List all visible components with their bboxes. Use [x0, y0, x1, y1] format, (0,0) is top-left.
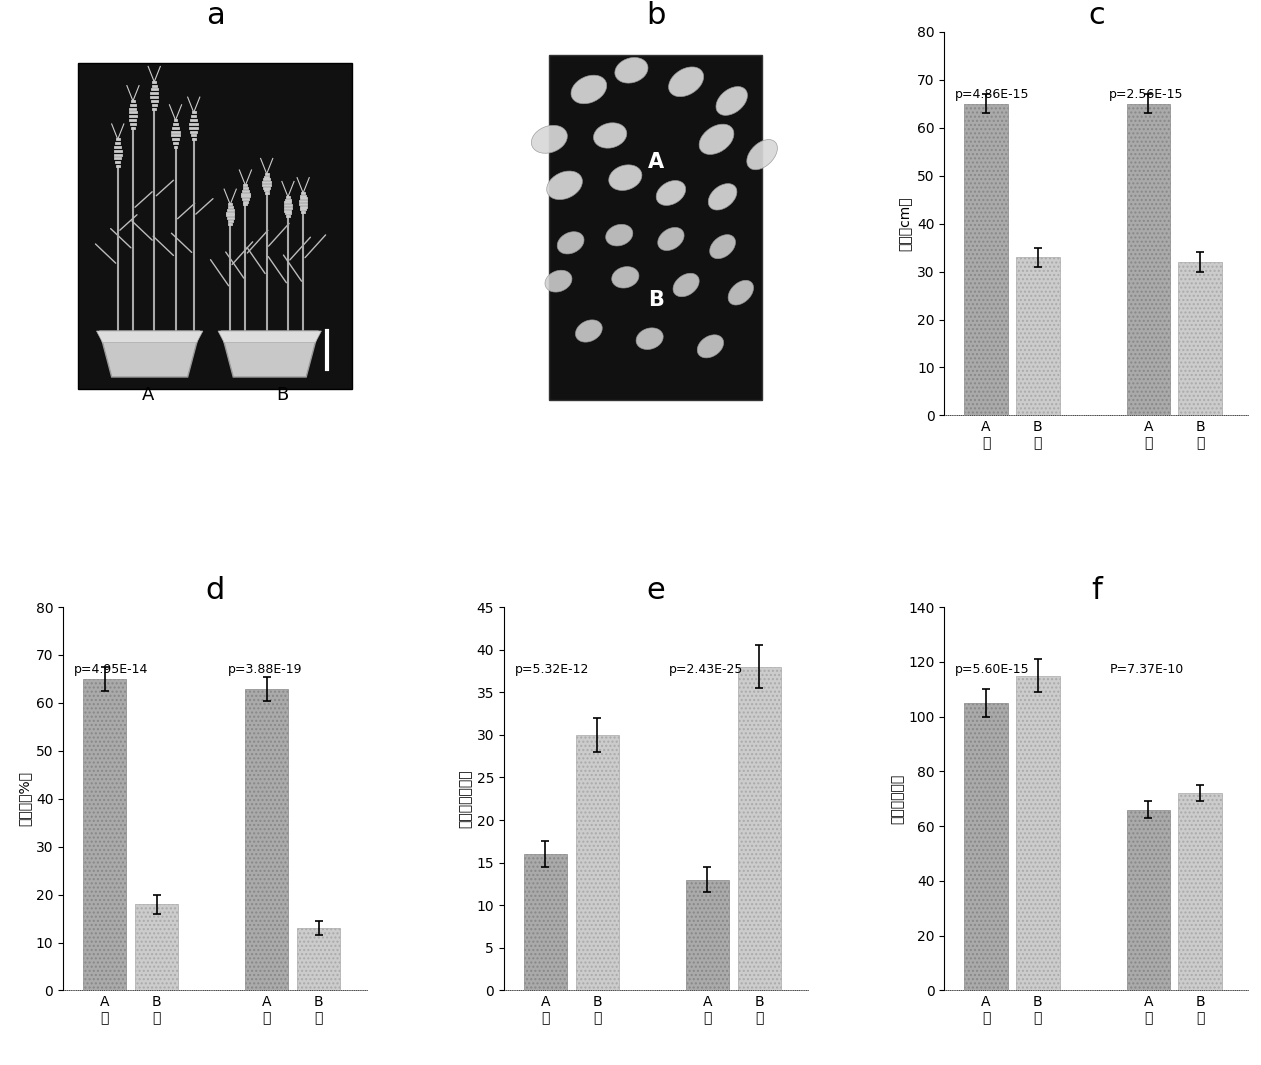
Ellipse shape — [699, 125, 734, 154]
Bar — [550, 55, 762, 400]
Bar — [738, 667, 781, 990]
Ellipse shape — [716, 86, 748, 115]
Ellipse shape — [636, 328, 663, 349]
Ellipse shape — [571, 76, 607, 103]
Bar — [686, 880, 729, 990]
Ellipse shape — [615, 58, 648, 83]
Ellipse shape — [747, 140, 777, 169]
Title: e: e — [647, 576, 665, 605]
Bar — [575, 735, 619, 990]
Ellipse shape — [609, 165, 642, 191]
Ellipse shape — [545, 271, 572, 292]
Bar — [298, 929, 340, 990]
Bar — [83, 679, 126, 990]
Ellipse shape — [658, 228, 683, 250]
Ellipse shape — [697, 334, 724, 358]
Ellipse shape — [668, 67, 704, 97]
Bar — [1126, 809, 1170, 990]
Ellipse shape — [557, 232, 584, 253]
Text: p=5.60E-15: p=5.60E-15 — [956, 663, 1030, 676]
Bar — [245, 689, 289, 990]
Text: B: B — [648, 291, 663, 310]
Bar — [135, 904, 178, 990]
Polygon shape — [97, 331, 203, 343]
Y-axis label: 穗长（cm）: 穗长（cm） — [899, 196, 913, 251]
Bar — [965, 703, 1008, 990]
Y-axis label: 抜穗期（天）: 抜穗期（天） — [890, 773, 904, 824]
Ellipse shape — [709, 183, 736, 210]
Polygon shape — [100, 331, 199, 377]
Polygon shape — [221, 331, 318, 377]
Text: p=4.86E-15: p=4.86E-15 — [956, 88, 1030, 101]
Text: p=5.32E-12: p=5.32E-12 — [514, 663, 589, 676]
Text: B: B — [276, 386, 288, 404]
Polygon shape — [218, 331, 322, 343]
Text: A: A — [648, 152, 663, 173]
Text: P=7.37E-10: P=7.37E-10 — [1110, 663, 1184, 676]
Title: a: a — [206, 1, 224, 30]
Bar — [1016, 675, 1059, 990]
Title: b: b — [646, 1, 666, 30]
Title: d: d — [206, 576, 224, 605]
Ellipse shape — [605, 225, 633, 246]
Ellipse shape — [656, 181, 686, 206]
Bar — [523, 854, 567, 990]
Y-axis label: 穗发率（%）: 穗发率（%） — [18, 771, 32, 826]
Bar — [965, 104, 1008, 415]
Ellipse shape — [547, 171, 583, 199]
Ellipse shape — [575, 320, 603, 342]
Text: p=4.95E-14: p=4.95E-14 — [74, 663, 149, 676]
Title: f: f — [1091, 576, 1102, 605]
Ellipse shape — [728, 280, 754, 305]
Ellipse shape — [531, 126, 567, 153]
Bar — [1016, 258, 1059, 415]
Bar — [1126, 104, 1170, 415]
Ellipse shape — [710, 234, 735, 259]
Bar — [1179, 793, 1222, 990]
Title: c: c — [1088, 1, 1105, 30]
Ellipse shape — [594, 122, 627, 148]
Y-axis label: 分趘角度（度）: 分趘角度（度） — [458, 769, 472, 829]
Text: A: A — [142, 386, 154, 404]
Bar — [78, 63, 352, 389]
Ellipse shape — [612, 266, 639, 288]
Text: p=2.56E-15: p=2.56E-15 — [1110, 88, 1184, 101]
Text: p=3.88E-19: p=3.88E-19 — [228, 663, 303, 676]
Text: p=2.43E-25: p=2.43E-25 — [668, 663, 743, 676]
Ellipse shape — [673, 274, 699, 297]
Bar — [1179, 262, 1222, 415]
